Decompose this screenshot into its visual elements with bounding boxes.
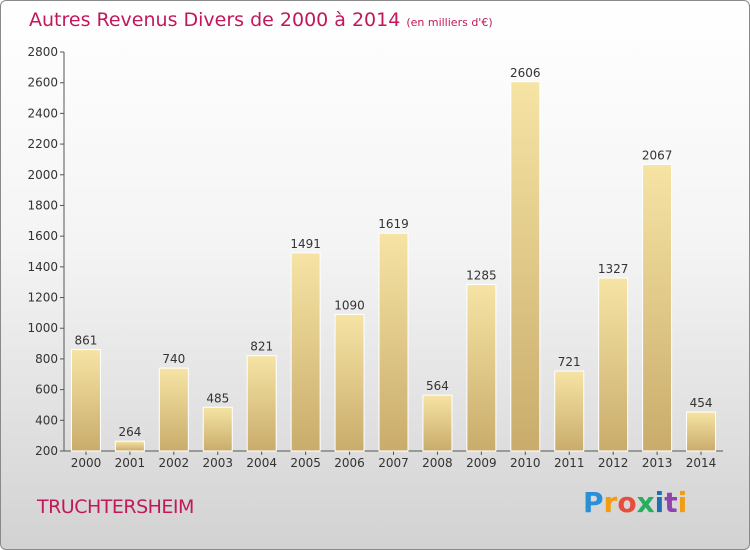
data-label-2009: 1285 xyxy=(466,268,497,282)
data-label-2004: 821 xyxy=(250,340,273,354)
data-label-2002: 740 xyxy=(162,352,185,366)
bar-2001 xyxy=(114,440,145,452)
x-tick-label-2003: 2003 xyxy=(202,456,233,470)
bar-2014 xyxy=(686,411,717,452)
logo-letter: P xyxy=(583,486,604,519)
chart-title-text: Autres Revenus Divers de 2000 à 2014 xyxy=(29,9,401,31)
x-tick-label-2006: 2006 xyxy=(334,456,365,470)
logo-letter: o xyxy=(617,486,637,519)
y-tick-label: 2800 xyxy=(27,45,58,59)
logo-letter: i xyxy=(654,486,665,519)
y-tick-label: 400 xyxy=(35,413,58,427)
chart-title: Autres Revenus Divers de 2000 à 2014 (en … xyxy=(29,9,493,31)
y-tick-label: 200 xyxy=(35,444,58,458)
data-label-2007: 1619 xyxy=(378,217,409,231)
bar-2004 xyxy=(246,355,277,452)
x-tick-label-2000: 2000 xyxy=(71,456,102,470)
data-label-2012: 1327 xyxy=(598,262,629,276)
x-tick-label-2002: 2002 xyxy=(159,456,190,470)
data-label-2001: 264 xyxy=(118,425,141,439)
bar-2003 xyxy=(202,406,233,452)
bar-2012 xyxy=(598,277,629,452)
data-label-2011: 721 xyxy=(558,355,581,369)
data-label-2013: 2067 xyxy=(642,148,673,162)
x-tick-label-2004: 2004 xyxy=(246,456,277,470)
bar-2011 xyxy=(554,370,585,452)
logo-letter: r xyxy=(603,486,618,519)
data-label-2010: 2606 xyxy=(510,66,541,80)
data-label-2014: 454 xyxy=(690,396,713,410)
x-tick-label-2009: 2009 xyxy=(466,456,497,470)
bar-2008 xyxy=(422,394,453,452)
y-tick-label: 2400 xyxy=(27,106,58,120)
x-tick-label-2014: 2014 xyxy=(686,456,717,470)
data-label-2000: 861 xyxy=(75,334,98,348)
bar-2010 xyxy=(510,81,541,452)
data-label-2005: 1491 xyxy=(290,237,321,251)
x-tick-label-2001: 2001 xyxy=(115,456,146,470)
x-tick-label-2011: 2011 xyxy=(554,456,585,470)
logo-letter: t xyxy=(664,486,678,519)
bar-2006 xyxy=(334,313,365,452)
bar-2000 xyxy=(70,349,101,452)
data-label-2006: 1090 xyxy=(334,298,365,312)
y-tick-label: 800 xyxy=(35,352,58,366)
y-tick-label: 1200 xyxy=(27,291,58,305)
x-tick-label-2007: 2007 xyxy=(378,456,409,470)
data-label-2003: 485 xyxy=(206,391,229,405)
y-tick-label: 1600 xyxy=(27,229,58,243)
chart-subtitle: (en milliers d'€) xyxy=(406,16,493,29)
y-tick-label: 1800 xyxy=(27,198,58,212)
proxiti-logo: Proxiti xyxy=(583,486,687,519)
y-tick-label: 1000 xyxy=(27,321,58,335)
commune-name: TRUCHTERSHEIM xyxy=(37,496,194,518)
y-tick-label: 2600 xyxy=(27,76,58,90)
y-tick-label: 2200 xyxy=(27,137,58,151)
data-label-2008: 564 xyxy=(426,379,449,393)
x-tick-label-2010: 2010 xyxy=(510,456,541,470)
bar-2013 xyxy=(642,163,673,452)
y-tick-label: 1400 xyxy=(27,260,58,274)
x-tick-label-2008: 2008 xyxy=(422,456,453,470)
x-tick-label-2012: 2012 xyxy=(598,456,629,470)
y-tick-label: 600 xyxy=(35,383,58,397)
y-tick-label: 2000 xyxy=(27,168,58,182)
bar-2002 xyxy=(158,367,189,452)
logo-letter: i xyxy=(677,486,688,519)
logo-letter: x xyxy=(636,486,655,519)
x-tick-label-2005: 2005 xyxy=(290,456,321,470)
x-tick-label-2013: 2013 xyxy=(642,456,673,470)
bar-2009 xyxy=(466,283,497,452)
bar-2007 xyxy=(378,232,409,452)
bar-2005 xyxy=(290,252,321,452)
